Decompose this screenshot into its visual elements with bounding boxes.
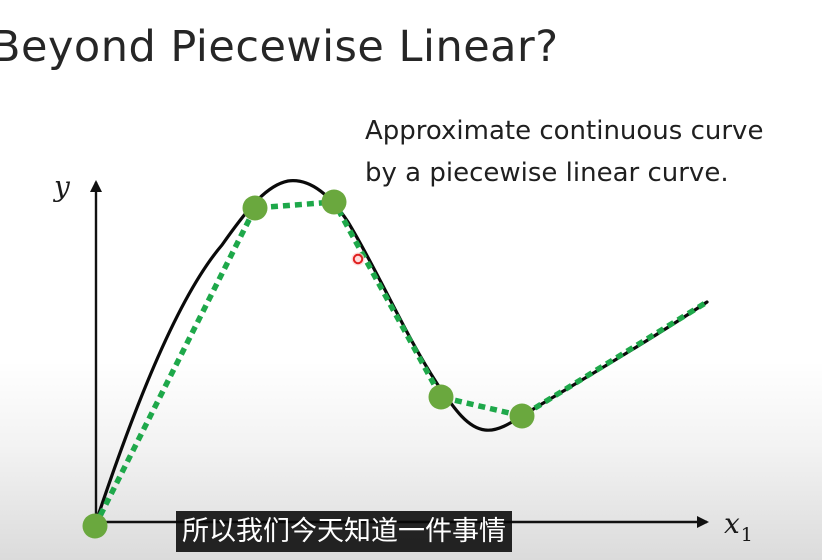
knot-point [82, 513, 108, 539]
annotation-line-1: Approximate continuous curve [365, 116, 764, 146]
piecewise-linear-curve [92, 199, 709, 528]
y-axis-label: y [52, 170, 71, 203]
video-subtitle: 所以我们今天知道一件事情 [176, 511, 512, 552]
slide-title: Beyond Piecewise Linear? [0, 22, 559, 72]
x-axis-label: x1 [724, 507, 753, 546]
laser-pointer-icon [351, 252, 365, 266]
knot-point [321, 189, 347, 215]
slide-annotation: Approximate continuous curve by a piecew… [365, 110, 820, 194]
knot-point [509, 403, 535, 429]
annotation-line-2: by a piecewise linear curve. [365, 158, 729, 188]
continuous-curve [94, 179, 709, 524]
knot-point [428, 384, 454, 410]
knot-point [242, 195, 268, 221]
